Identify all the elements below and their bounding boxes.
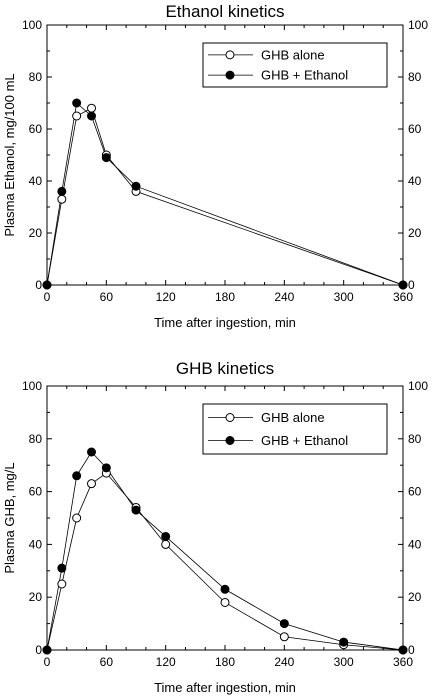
y-tick-label-right: 40 xyxy=(408,537,422,551)
x-tick-label: 180 xyxy=(215,655,235,669)
x-tick-label: 240 xyxy=(274,290,294,304)
legend-box xyxy=(202,42,388,88)
y-tick-label: 0 xyxy=(35,643,42,657)
x-tick-label: 120 xyxy=(156,655,176,669)
data-point-filled xyxy=(42,645,52,655)
data-point-open xyxy=(87,479,96,489)
x-tick-label: 360 xyxy=(393,290,413,304)
y-tick-label: 80 xyxy=(29,432,43,446)
data-point-filled xyxy=(131,181,141,191)
data-point-filled xyxy=(72,98,82,108)
y-axis-label: Plasma Ethanol, mg/100 mL xyxy=(2,73,17,236)
legend-label: GHB + Ethanol xyxy=(261,433,348,448)
data-point-filled xyxy=(161,531,171,541)
legend-label: GHB + Ethanol xyxy=(261,68,348,83)
y-tick-label-right: 40 xyxy=(408,174,422,188)
data-point-filled xyxy=(220,584,230,594)
data-point-filled xyxy=(101,153,111,163)
y-tick-label: 0 xyxy=(35,278,42,292)
y-tick-label: 60 xyxy=(29,485,43,499)
data-point-filled xyxy=(42,280,52,290)
y-tick-label: 40 xyxy=(29,174,43,188)
y-tick-label-right: 100 xyxy=(408,379,428,393)
x-tick-label: 300 xyxy=(334,290,354,304)
chart-title: Ethanol kinetics xyxy=(165,2,284,21)
legend-marker xyxy=(225,436,235,445)
x-tick-label: 300 xyxy=(334,655,354,669)
data-point-open xyxy=(72,513,82,523)
legend-marker xyxy=(225,70,235,80)
series-line-2 xyxy=(46,102,404,286)
y-tick-label: 100 xyxy=(22,18,42,32)
y-tick-label-right: 0 xyxy=(408,643,415,657)
x-tick-label: 0 xyxy=(44,290,51,304)
data-point-filled xyxy=(72,471,82,481)
y-tick-label-right: 80 xyxy=(408,432,422,446)
series-line-2 xyxy=(46,451,404,651)
x-tick-label: 360 xyxy=(393,655,413,669)
data-point-filled xyxy=(398,280,408,290)
legend-label: GHB alone xyxy=(261,47,325,62)
y-tick-label: 40 xyxy=(29,537,43,551)
data-point-filled xyxy=(279,619,289,629)
y-tick-label-right: 60 xyxy=(408,485,422,499)
x-tick-label: 60 xyxy=(100,655,114,669)
y-tick-label-right: 20 xyxy=(408,226,422,240)
data-point-filled xyxy=(339,637,349,647)
y-tick-label-right: 20 xyxy=(408,590,422,604)
y-tick-label: 20 xyxy=(29,590,43,604)
x-axis-label: Time after ingestion, min xyxy=(154,680,296,695)
data-point-open xyxy=(57,579,67,589)
y-tick-label-right: 60 xyxy=(408,122,422,136)
series-line-1 xyxy=(46,472,404,651)
data-point-filled xyxy=(131,505,141,515)
data-point-open xyxy=(87,103,96,113)
x-tick-label: 120 xyxy=(156,290,176,304)
y-tick-label: 60 xyxy=(29,122,43,136)
y-tick-label: 80 xyxy=(29,70,43,84)
legend-box xyxy=(202,403,388,455)
y-tick-label-right: 100 xyxy=(408,18,428,32)
data-point-open xyxy=(72,111,82,121)
y-axis-label: Plasma GHB, mg/L xyxy=(2,462,17,573)
x-tick-label: 180 xyxy=(215,290,235,304)
x-tick-label: 0 xyxy=(44,655,51,669)
x-axis-label: Time after ingestion, min xyxy=(154,315,296,330)
data-point-open xyxy=(220,597,230,607)
legend-marker xyxy=(225,413,235,422)
x-tick-label: 240 xyxy=(274,655,294,669)
chart-title: GHB kinetics xyxy=(176,359,274,378)
data-point-filled xyxy=(87,111,96,121)
data-point-filled xyxy=(398,645,408,655)
legend-label: GHB alone xyxy=(261,410,325,425)
series-line-1 xyxy=(46,107,404,286)
data-point-filled xyxy=(57,186,67,196)
data-point-filled xyxy=(57,563,67,573)
legend-marker xyxy=(225,50,235,60)
y-tick-label: 20 xyxy=(29,226,43,240)
data-point-open xyxy=(279,632,289,642)
data-point-filled xyxy=(87,447,96,457)
data-point-open xyxy=(57,194,67,204)
y-tick-label: 100 xyxy=(22,379,42,393)
y-tick-label-right: 0 xyxy=(408,278,415,292)
x-tick-label: 60 xyxy=(100,290,114,304)
y-tick-label-right: 80 xyxy=(408,70,422,84)
data-point-filled xyxy=(101,463,111,473)
data-point-open xyxy=(161,539,171,549)
